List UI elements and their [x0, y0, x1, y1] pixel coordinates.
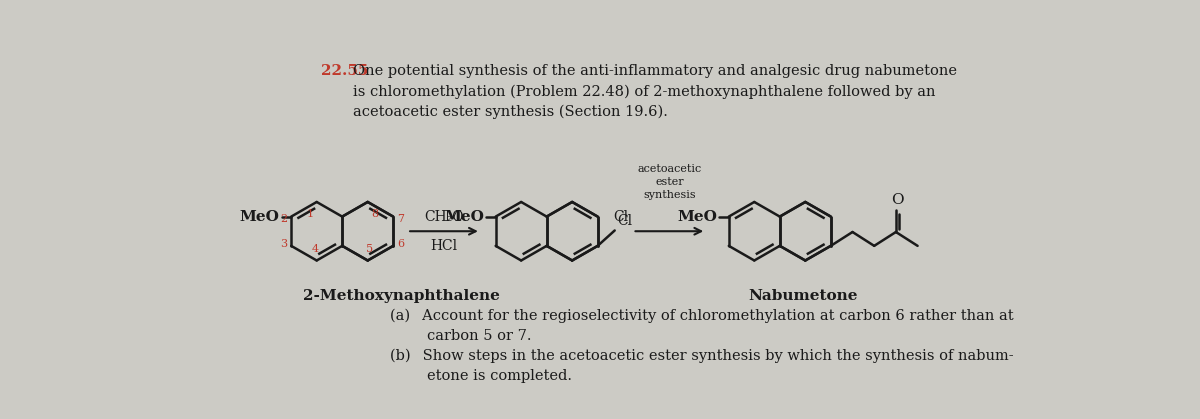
Text: HCl: HCl — [431, 239, 457, 253]
Text: (b)  Show steps in the acetoacetic ester synthesis by which the synthesis of nab: (b) Show steps in the acetoacetic ester … — [390, 348, 1014, 383]
Text: MeO: MeO — [444, 210, 484, 224]
Text: Cl: Cl — [617, 214, 632, 228]
Text: 6: 6 — [397, 238, 404, 248]
Text: 1: 1 — [306, 209, 313, 219]
Text: MeO: MeO — [677, 210, 718, 224]
Text: Nabumetone: Nabumetone — [749, 289, 858, 303]
Text: CH₂O: CH₂O — [425, 210, 463, 223]
Text: 2-Methoxynaphthalene: 2-Methoxynaphthalene — [304, 289, 500, 303]
Text: 3: 3 — [280, 238, 287, 248]
Text: One potential synthesis of the anti-inflammatory and analgesic drug nabumetone
i: One potential synthesis of the anti-infl… — [353, 64, 958, 119]
Text: 7: 7 — [397, 214, 404, 224]
Text: 2: 2 — [280, 214, 287, 224]
Text: acetoacetic
ester
synthesis: acetoacetic ester synthesis — [637, 164, 702, 200]
Text: (a)  Account for the regioselectivity of chloromethylation at carbon 6 rather th: (a) Account for the regioselectivity of … — [390, 308, 1014, 343]
Text: MeO: MeO — [240, 210, 280, 224]
Text: 4: 4 — [312, 243, 319, 253]
Text: Cl: Cl — [613, 210, 629, 224]
Text: 8: 8 — [371, 209, 378, 219]
Text: 5: 5 — [366, 243, 373, 253]
Text: O: O — [892, 193, 904, 207]
Text: 22.55: 22.55 — [320, 64, 368, 78]
